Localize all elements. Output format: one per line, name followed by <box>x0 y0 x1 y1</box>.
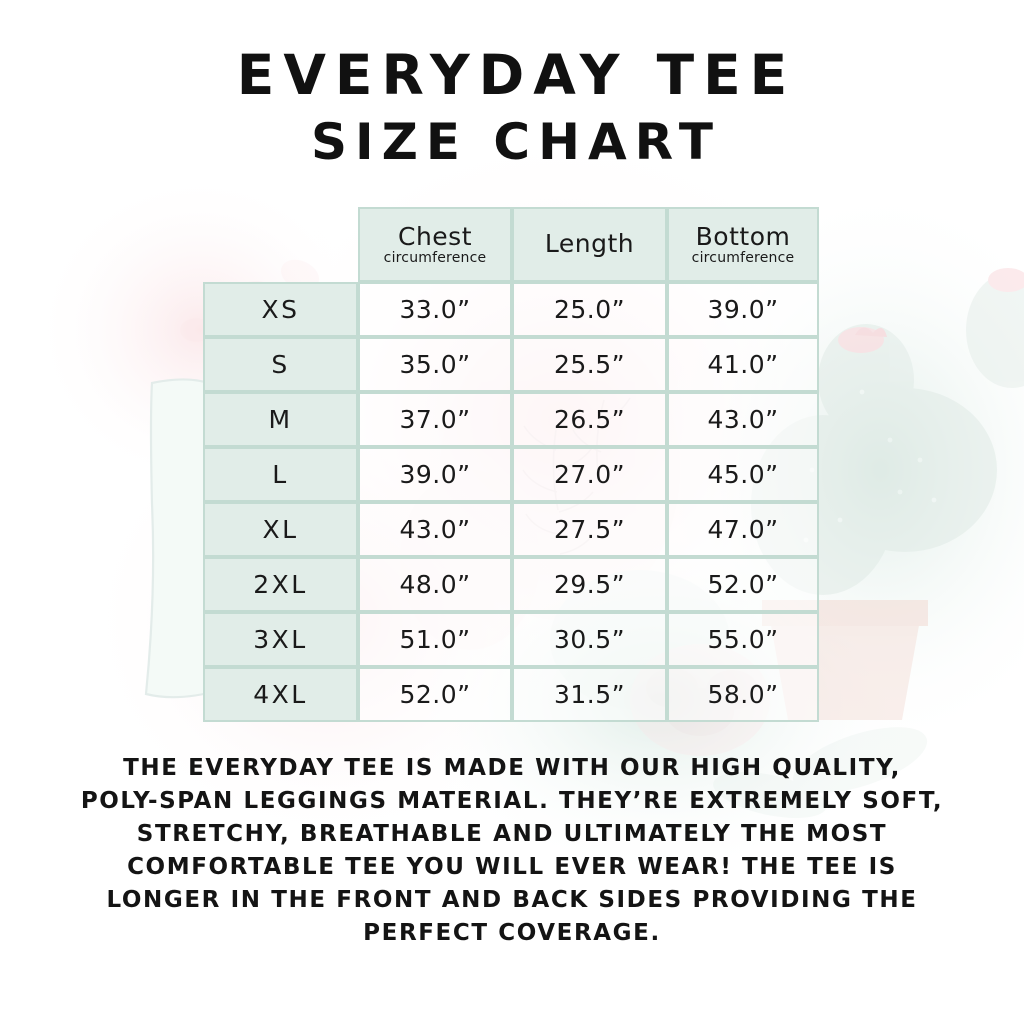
row-chest-value: 51.0” <box>358 612 512 667</box>
table-corner-cell <box>203 207 358 282</box>
title-secondary: SIZE CHART <box>310 113 722 171</box>
column-header-bottom: Bottom circumference <box>667 207 819 282</box>
row-chest-value: 39.0” <box>358 447 512 502</box>
table-header: Chest circumference Length Bottom circum… <box>203 207 819 282</box>
description-line: LONGER IN THE FRONT AND BACK SIDES PROVI… <box>106 887 918 913</box>
column-header-chest: Chest circumference <box>358 207 512 282</box>
description-line: PERFECT COVERAGE. <box>363 920 661 946</box>
row-size-label: XS <box>203 282 358 337</box>
row-length-value: 30.5” <box>512 612 667 667</box>
table-row: M 37.0” 26.5” 43.0” <box>203 392 819 447</box>
description-line: POLY-SPAN LEGGINGS MATERIAL. THEY’RE EXT… <box>80 788 944 814</box>
row-bottom-value: 45.0” <box>667 447 819 502</box>
table-row: 4XL 52.0” 31.5” 58.0” <box>203 667 819 722</box>
row-bottom-value: 47.0” <box>667 502 819 557</box>
row-length-value: 25.5” <box>512 337 667 392</box>
row-chest-value: 48.0” <box>358 557 512 612</box>
cactus-far-right-icon <box>966 268 1024 388</box>
row-bottom-value: 43.0” <box>667 392 819 447</box>
row-length-value: 27.0” <box>512 447 667 502</box>
column-header-bottom-label: Bottom <box>695 221 791 251</box>
page-title: EVERYDAY TEE SIZE CHART <box>0 43 1024 171</box>
column-header-length: Length <box>512 207 667 282</box>
row-length-value: 25.0” <box>512 282 667 337</box>
table-row: XS 33.0” 25.0” 39.0” <box>203 282 819 337</box>
row-size-label: S <box>203 337 358 392</box>
row-chest-value: 43.0” <box>358 502 512 557</box>
row-size-label: XL <box>203 502 358 557</box>
row-size-label: 4XL <box>203 667 358 722</box>
row-length-value: 31.5” <box>512 667 667 722</box>
row-size-label: L <box>203 447 358 502</box>
row-bottom-value: 55.0” <box>667 612 819 667</box>
table-row: S 35.0” 25.5” 41.0” <box>203 337 819 392</box>
row-length-value: 29.5” <box>512 557 667 612</box>
row-size-label: 3XL <box>203 612 358 667</box>
row-size-label: M <box>203 392 358 447</box>
table-body: XS 33.0” 25.0” 39.0” S 35.0” 25.5” 41.0”… <box>203 282 819 722</box>
header-row: Chest circumference Length Bottom circum… <box>203 207 819 282</box>
title-primary: EVERYDAY TEE <box>236 43 797 107</box>
table-row: 3XL 51.0” 30.5” 55.0” <box>203 612 819 667</box>
row-chest-value: 37.0” <box>358 392 512 447</box>
description-line: COMFORTABLE TEE YOU WILL EVER WEAR! THE … <box>127 854 897 880</box>
table-row: 2XL 48.0” 29.5” 52.0” <box>203 557 819 612</box>
description-line: THE EVERYDAY TEE IS MADE WITH OUR HIGH Q… <box>123 755 901 781</box>
row-length-value: 27.5” <box>512 502 667 557</box>
table-row: L 39.0” 27.0” 45.0” <box>203 447 819 502</box>
column-header-bottom-sublabel: circumference <box>691 249 795 266</box>
product-description: THE EVERYDAY TEE IS MADE WITH OUR HIGH Q… <box>0 752 1024 950</box>
size-chart-table: Chest circumference Length Bottom circum… <box>203 207 819 722</box>
description-line: STRETCHY, BREATHABLE AND ULTIMATELY THE … <box>136 821 888 847</box>
row-length-value: 26.5” <box>512 392 667 447</box>
column-header-chest-sublabel: circumference <box>383 249 487 266</box>
row-bottom-value: 39.0” <box>667 282 819 337</box>
row-chest-value: 52.0” <box>358 667 512 722</box>
row-bottom-value: 58.0” <box>667 667 819 722</box>
row-bottom-value: 41.0” <box>667 337 819 392</box>
row-chest-value: 33.0” <box>358 282 512 337</box>
table-row: XL 43.0” 27.5” 47.0” <box>203 502 819 557</box>
column-header-length-label: Length <box>544 228 635 258</box>
column-header-chest-label: Chest <box>397 221 472 251</box>
row-bottom-value: 52.0” <box>667 557 819 612</box>
row-chest-value: 35.0” <box>358 337 512 392</box>
row-size-label: 2XL <box>203 557 358 612</box>
